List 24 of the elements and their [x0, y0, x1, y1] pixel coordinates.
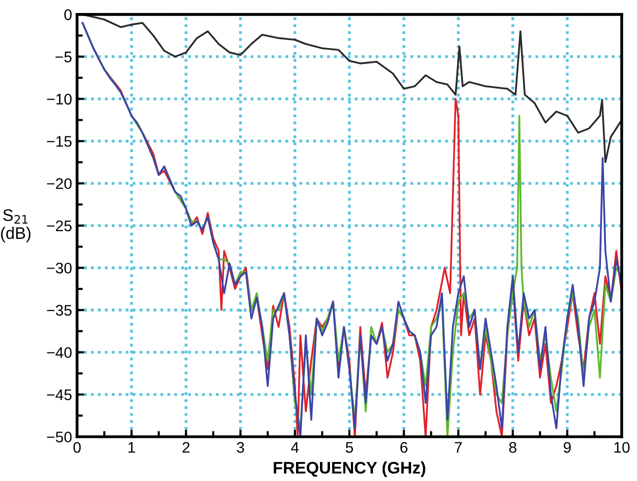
- y-tick-label: −45: [47, 390, 72, 400]
- x-tick-label: 4: [291, 442, 299, 453]
- x-tick-label: 8: [509, 442, 516, 453]
- x-tick-label: 5: [346, 442, 354, 453]
- y-axis-title: S$_{21}$ (dB): [1, 209, 30, 242]
- y-tick-label: −35: [47, 304, 72, 316]
- x-tick-label: 2: [182, 442, 190, 453]
- y-tick-label: −5: [56, 52, 72, 62]
- x-tick-label: 1: [128, 442, 136, 453]
- x-tick-label: 7: [454, 442, 462, 453]
- y-tick-label: −30: [47, 262, 72, 274]
- x-tick-label: 0: [73, 442, 81, 453]
- y-tick-label: −20: [47, 178, 72, 190]
- x-tick-label: 6: [400, 442, 408, 453]
- x-tick-label: 3: [236, 442, 244, 453]
- x-tick-label: 9: [564, 442, 571, 453]
- y-tick-label: −15: [47, 136, 72, 147]
- x-axis-title: FREQUENCY (GHz): [274, 461, 426, 477]
- y-tick-label: −50: [47, 432, 72, 442]
- y-tick-label: 0: [64, 9, 72, 20]
- x-tick-label: 10: [614, 442, 630, 453]
- y-tick-label: −10: [47, 94, 72, 105]
- y-tick-label: −40: [47, 347, 72, 358]
- y-tick-label: −25: [47, 220, 72, 232]
